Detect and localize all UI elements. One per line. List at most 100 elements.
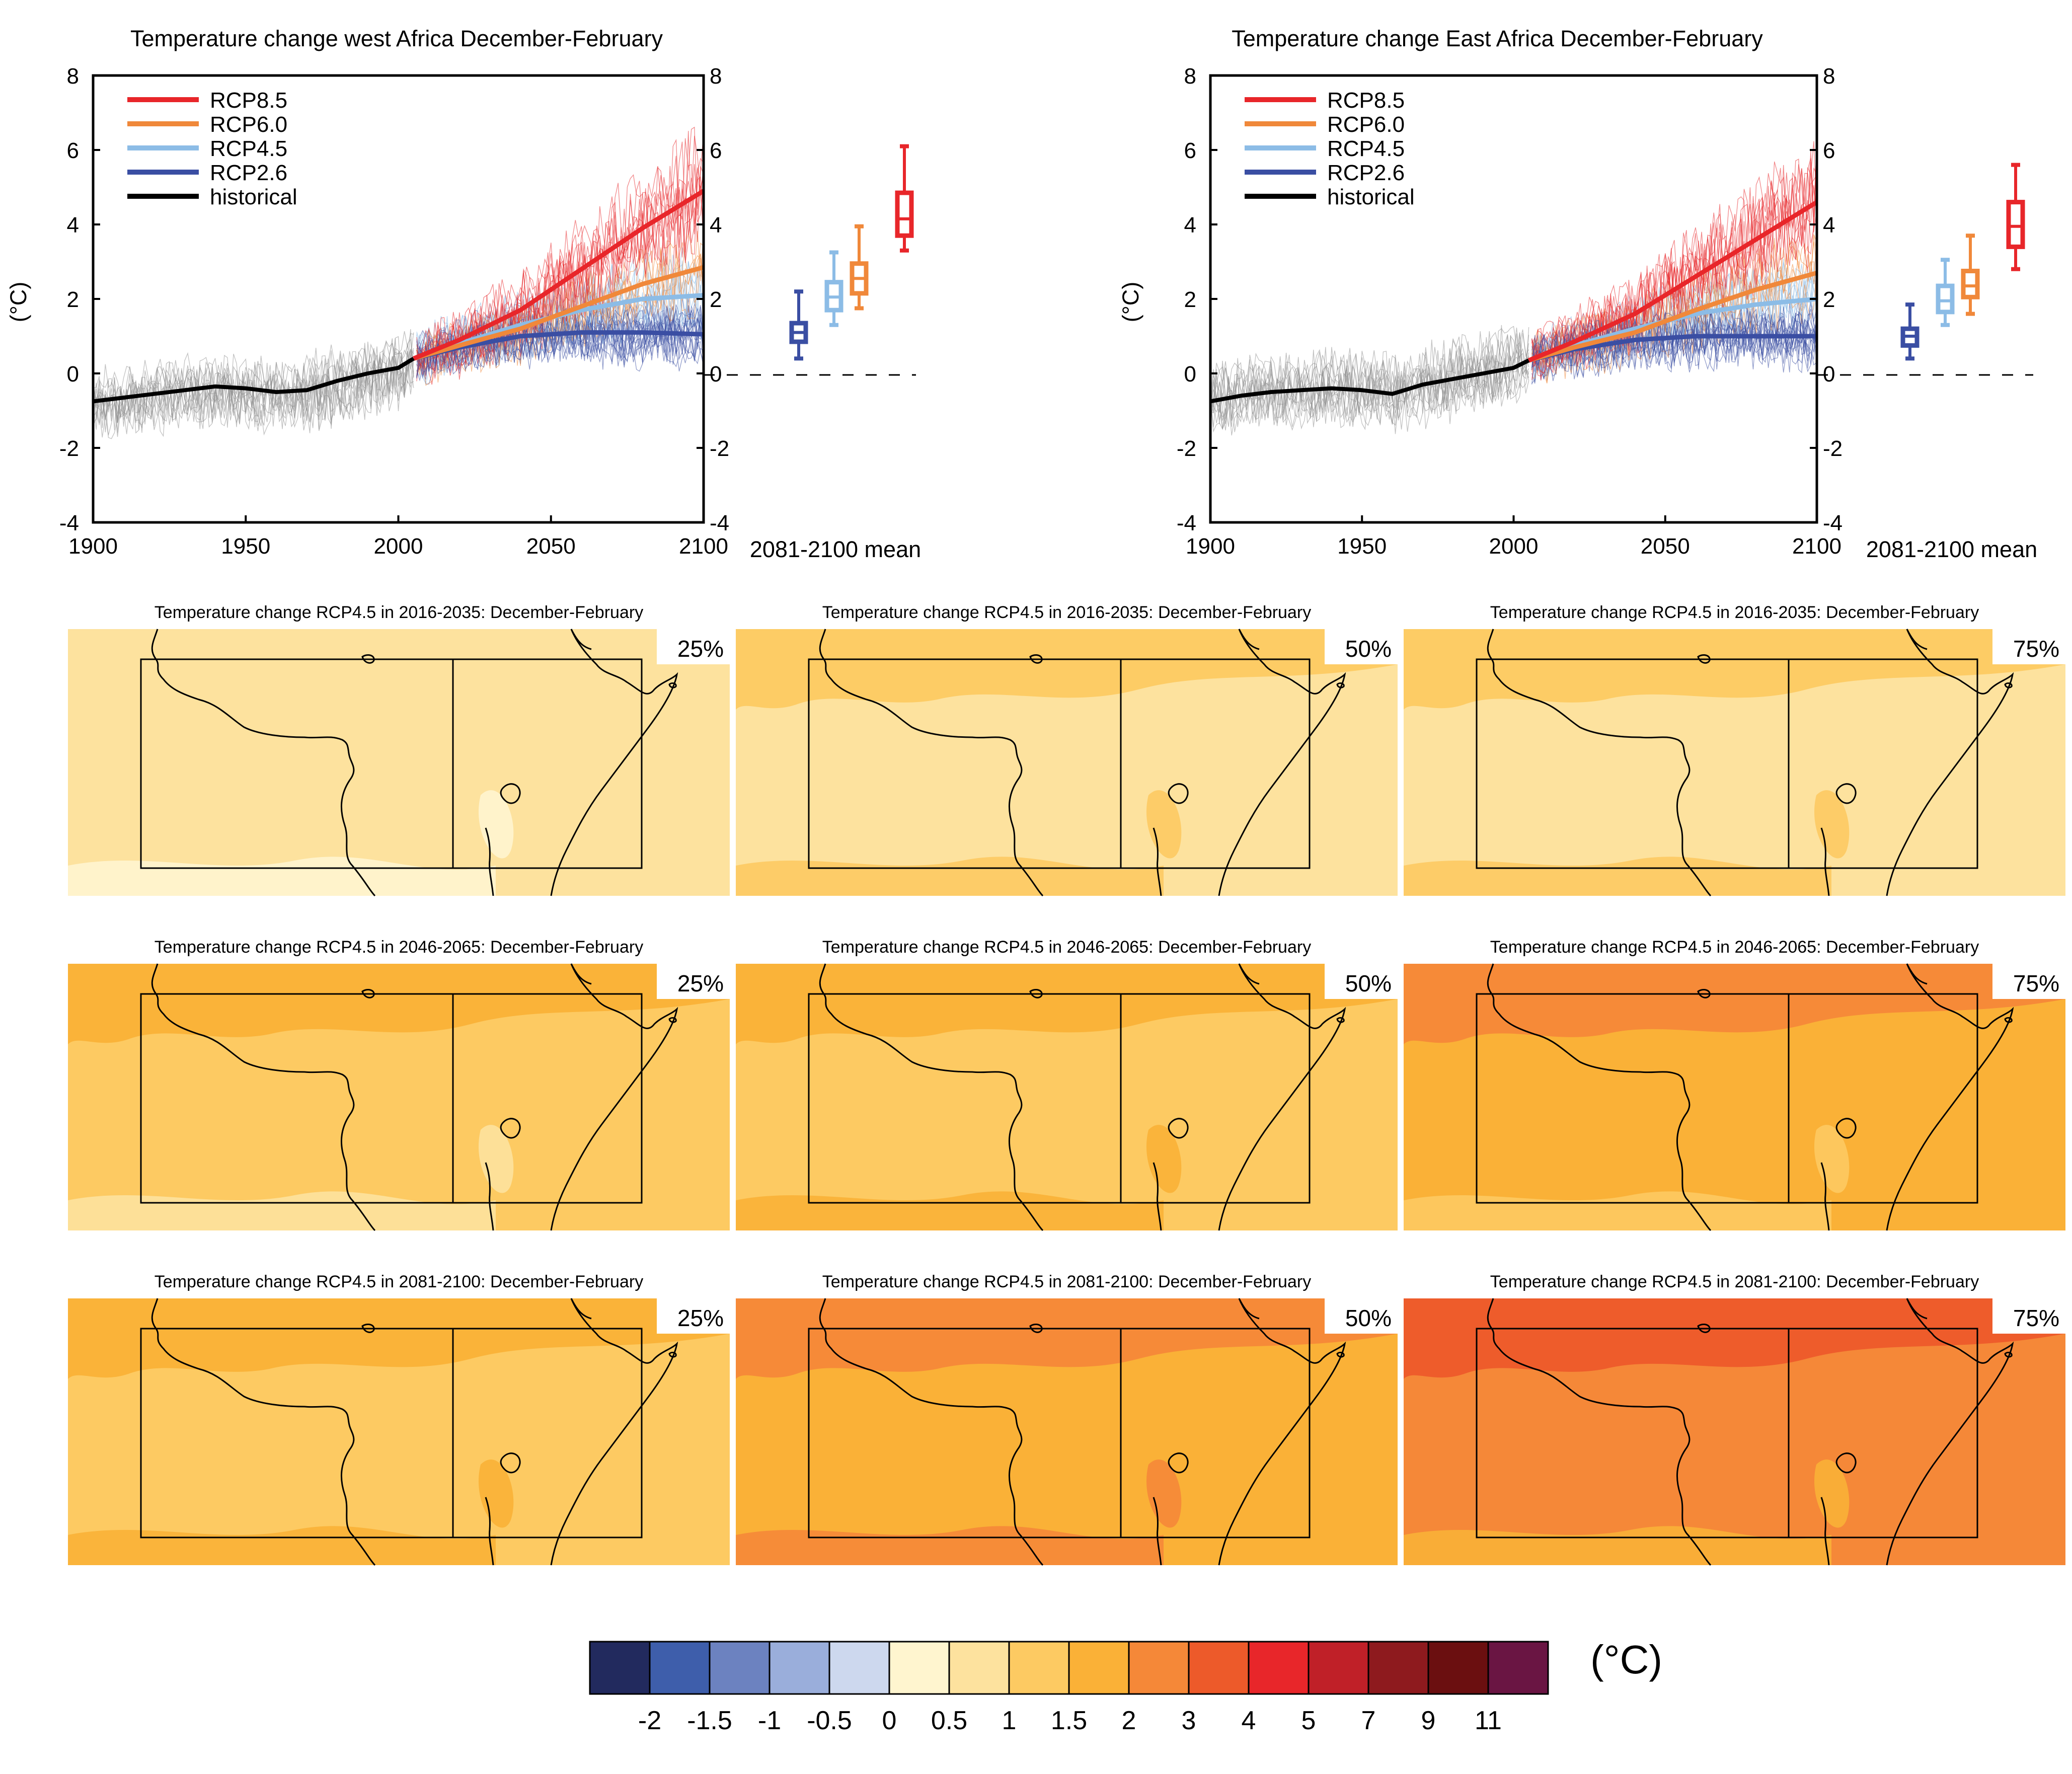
map-panel: 50% Temperature change RCP4.5 in 2046-206…	[736, 938, 1398, 1231]
lake-victoria	[1835, 1118, 1857, 1139]
legend-label: RCP6.0	[210, 112, 287, 137]
east-africa-region-box	[1120, 658, 1311, 869]
map-east-contour	[1814, 790, 1850, 859]
y-tick-label-right: 0	[710, 362, 722, 387]
x-tick-label: 2100	[1792, 534, 1841, 559]
colorbar-tick-label: -1.5	[687, 1706, 732, 1735]
boxplots	[789, 144, 914, 361]
east-africa-region-box	[452, 658, 643, 869]
legend-label: RCP2.6	[1327, 161, 1405, 185]
box-iqr	[895, 190, 914, 238]
percentile-label: 50%	[1345, 636, 1392, 662]
island-outline	[1336, 1017, 1345, 1023]
colorbar-tick-label: -1	[758, 1706, 781, 1735]
map-title: Temperature change RCP4.5 in 2016-2035: …	[1490, 603, 1979, 622]
map-east-contour	[1814, 1459, 1850, 1528]
colorbar: -2 -1.5 -1 -0.5 0 0.5 1 1.5 2 3 4 5 7 9 11 (°C)	[589, 1637, 1662, 1735]
colorbar-cell	[1487, 1641, 1549, 1695]
map-east-contour	[478, 1459, 514, 1528]
colorbar-cell	[769, 1641, 830, 1695]
legend-label: RCP4.5	[210, 136, 287, 161]
series-line-rcp85	[413, 189, 705, 361]
legend-label: historical	[210, 185, 297, 209]
lake-tanganyika	[1820, 1497, 1830, 1566]
ensemble-member-line	[416, 166, 704, 375]
east-africa-region-box	[1788, 658, 1978, 869]
map-south-contour	[736, 857, 1164, 896]
colorbar-tick-label: 0	[882, 1706, 897, 1735]
coastline-west	[819, 963, 1044, 1231]
map-north-contour	[736, 629, 1398, 710]
colorbar-cell	[1367, 1641, 1429, 1695]
y-tick-label: -2	[59, 436, 79, 461]
y-tick-label-right: -2	[710, 436, 729, 461]
y-tick-label-right: -4	[1823, 511, 1843, 535]
lake-tanganyika	[485, 1497, 494, 1566]
series-line-historical	[1210, 358, 1530, 404]
percentile-label-bg	[657, 964, 730, 999]
panel-title: Temperature change East Africa December-…	[1232, 26, 1763, 51]
coastline-east	[1218, 1298, 1346, 1566]
coastline-west	[1487, 963, 1712, 1231]
colorbar-cell	[1128, 1641, 1190, 1695]
coastline-north	[1906, 629, 1928, 650]
map-title: Temperature change RCP4.5 in 2046-2065: …	[1490, 938, 1979, 957]
colorbar-unit: (°C)	[1590, 1637, 1662, 1682]
map-east-contour	[1146, 1459, 1182, 1528]
y-tick-label-right: 4	[1823, 213, 1835, 238]
coastline-north	[1906, 1298, 1928, 1320]
coastline-north	[1238, 629, 1260, 650]
lake-victoria	[500, 783, 521, 804]
lake-victoria	[1835, 783, 1857, 804]
east-africa-timeseries-panel: Temperature change East Africa December-…	[1118, 26, 2037, 562]
map-grid: 25% Temperature change RCP4.5 in 2016-203…	[68, 603, 2065, 1566]
lake-chad	[1029, 1324, 1043, 1333]
ensemble-member-line	[1531, 168, 1817, 369]
panel-title: Temperature change west Africa December-…	[130, 26, 663, 51]
y-tick-label-right: 4	[710, 213, 722, 238]
y-tick-label: -2	[1177, 436, 1196, 461]
lake-victoria	[1835, 1452, 1857, 1474]
ensemble-member-line	[1210, 351, 1529, 429]
y-tick-label: 8	[67, 64, 79, 89]
y-tick-labels-left: -4 -2 0 2 4 6 8	[1177, 64, 1817, 535]
percentile-label: 50%	[1345, 970, 1392, 996]
box-iqr	[1961, 269, 1980, 299]
lake-victoria	[500, 1452, 521, 1474]
series-line-rcp60	[1528, 270, 1818, 363]
map-title: Temperature change RCP4.5 in 2081-2100: …	[1490, 1272, 1979, 1291]
percentile-label: 50%	[1345, 1305, 1392, 1331]
colorbar-tick-label: 3	[1182, 1706, 1196, 1735]
colorbar-tick-label: -0.5	[807, 1706, 852, 1735]
lake-tanganyika	[1820, 827, 1830, 896]
percentile-label-bg	[1992, 964, 2065, 999]
map-north-contour	[68, 629, 730, 710]
x-tick-label: 1950	[1337, 534, 1387, 559]
percentile-label: 25%	[677, 636, 724, 662]
ensemble-member-line	[416, 240, 704, 372]
coastline-east	[1886, 629, 2014, 896]
map-north-contour	[736, 964, 1398, 1044]
map-title: Temperature change RCP4.5 in 2081-2100: …	[155, 1272, 643, 1291]
lake-chad	[1697, 989, 1711, 998]
lake-tanganyika	[1820, 1162, 1830, 1231]
x-tick-label: 2100	[679, 534, 728, 559]
map-south-contour	[68, 1191, 496, 1230]
ensemble-member-line	[93, 336, 414, 419]
lake-chad	[1697, 654, 1711, 664]
map-east-contour	[1814, 1125, 1850, 1193]
coastline-east	[1886, 1298, 2014, 1566]
y-tick-label: 4	[1184, 213, 1196, 238]
x-tick-label: 2000	[1489, 534, 1539, 559]
box-iqr	[1936, 283, 1955, 315]
ensemble-member-line	[1210, 343, 1529, 425]
y-tick-label-right: -4	[710, 511, 729, 535]
colorbar-cell	[1427, 1641, 1489, 1695]
lake-tanganyika	[485, 827, 494, 896]
y-tick-labels-left: -4 -2 0 2 4 6 8	[59, 64, 704, 535]
colorbar-cell	[709, 1641, 771, 1695]
colorbar-cell	[1068, 1641, 1130, 1695]
y-tick-label-right: 8	[1823, 64, 1835, 89]
legend-label: RCP6.0	[1327, 112, 1405, 137]
